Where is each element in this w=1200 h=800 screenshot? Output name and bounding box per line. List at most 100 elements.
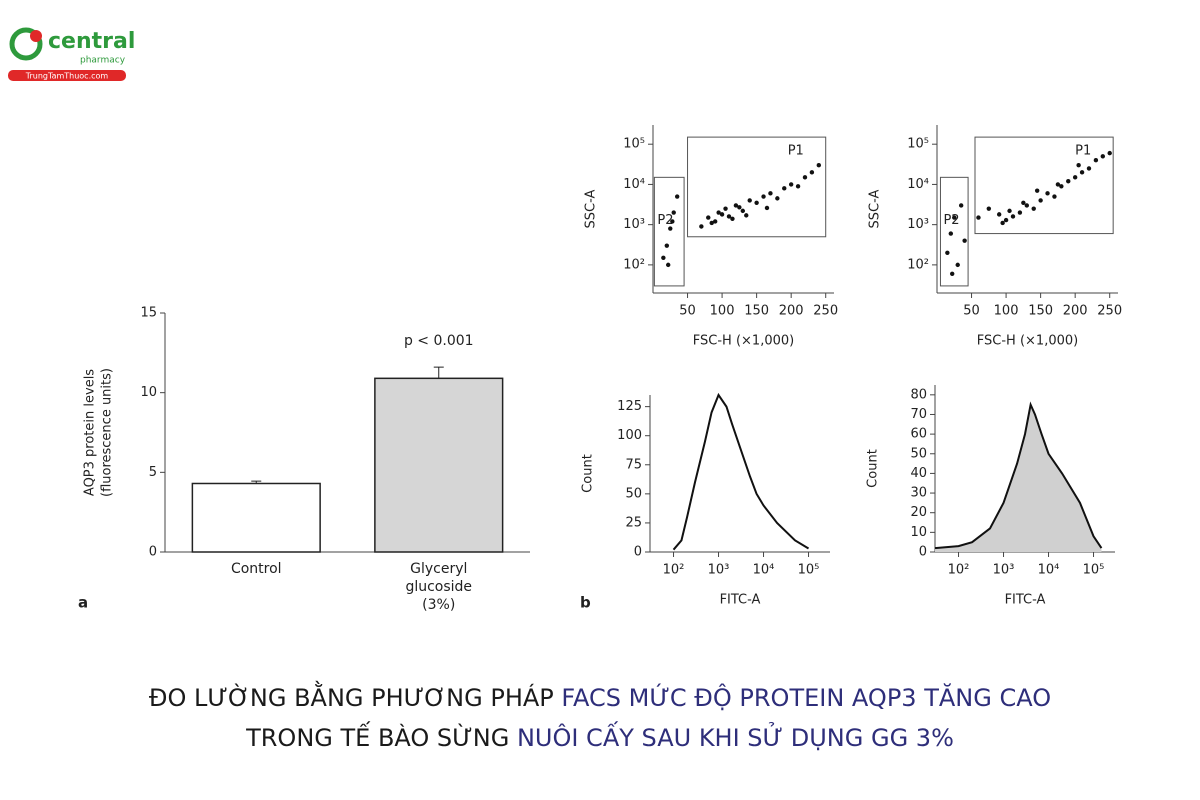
x-tick-label: Control <box>230 561 282 577</box>
line <box>934 401 1103 550</box>
y-axis-title: (fluorescence units) <box>100 368 115 497</box>
x-tick-label: 200 <box>779 304 804 319</box>
point <box>709 220 714 226</box>
point <box>740 208 746 214</box>
point <box>747 198 752 203</box>
x-tick-label: 200 <box>1063 304 1088 319</box>
point <box>719 212 725 217</box>
x-tick-label: 100 <box>710 304 735 319</box>
y-tick-label: 10⁵ <box>907 137 929 152</box>
point <box>671 210 676 215</box>
bar <box>374 377 504 553</box>
error-bar <box>433 366 444 379</box>
point <box>670 219 675 224</box>
point <box>955 262 960 268</box>
point <box>1107 150 1112 156</box>
y-tick-label: 80 <box>910 387 927 402</box>
x-tick-label: 10⁵ <box>1083 563 1105 578</box>
y-axis-title: SSC-A <box>584 189 599 228</box>
y-axis-title: Count <box>581 454 596 493</box>
gate-label: P1 <box>788 144 804 159</box>
y-tick-label: 40 <box>910 466 927 481</box>
x-tick-label: 10³ <box>708 563 730 578</box>
logo-ring <box>9 27 43 61</box>
point <box>958 203 964 208</box>
y-tick-label: 10⁴ <box>623 177 645 192</box>
point <box>1055 182 1061 187</box>
point <box>802 175 808 180</box>
y-tick-label: 75 <box>625 457 642 472</box>
point <box>782 186 787 191</box>
x-tick-label: 100 <box>994 304 1019 319</box>
gate-label: P2 <box>943 213 959 228</box>
x-tick-label: 10³ <box>993 563 1015 578</box>
point <box>1034 188 1040 193</box>
point <box>945 250 950 255</box>
point <box>764 205 770 211</box>
x-tick-label: 10⁵ <box>798 563 820 578</box>
point <box>716 210 721 215</box>
logo-bar <box>8 70 126 81</box>
point <box>1059 184 1064 189</box>
point <box>723 206 728 211</box>
point <box>1045 191 1050 196</box>
y-tick-label: 30 <box>910 486 927 501</box>
point <box>996 212 1002 217</box>
gate <box>687 136 827 238</box>
y-tick-label: 125 <box>617 399 642 414</box>
x-tick-label: Glyceryl glucoside (3%) <box>405 561 473 613</box>
point <box>809 170 815 175</box>
point <box>1052 194 1057 199</box>
caption-text: ĐO LƯỜNG BẰNG PHƯƠNG PHÁP <box>148 684 562 712</box>
y-tick-label: 20 <box>910 505 927 520</box>
x-tick-label: 10² <box>663 563 685 578</box>
y-tick-label: 0 <box>149 545 157 560</box>
logo-sub: pharmacy <box>80 56 126 66</box>
caption-text: TRONG TẾ BÀO SỪNG <box>246 724 517 752</box>
gate-label: P1 <box>1075 144 1091 159</box>
point <box>816 163 822 168</box>
point <box>1072 175 1078 180</box>
bar <box>191 482 321 553</box>
point <box>737 205 742 210</box>
point <box>665 262 671 268</box>
logo: central pharmacy TrungTamThuoc.com <box>8 27 135 81</box>
caption-line: TRONG TẾ BÀO SỪNG NUÔI CẤY SAU KHI SỬ DỤ… <box>0 724 1200 752</box>
point <box>976 215 981 220</box>
point <box>726 214 732 219</box>
y-tick-label: 0 <box>919 545 927 560</box>
point <box>986 206 992 211</box>
error-bar <box>251 480 262 484</box>
point <box>730 216 735 221</box>
panel-label: b <box>580 594 591 612</box>
point <box>949 271 955 277</box>
point <box>754 200 759 205</box>
point <box>795 184 801 189</box>
line <box>672 392 810 551</box>
point <box>699 224 704 229</box>
point <box>1024 203 1030 208</box>
x-tick-label: 250 <box>1097 304 1122 319</box>
point <box>1038 198 1043 203</box>
y-axis-title: SSC-A <box>868 189 883 228</box>
point <box>948 231 954 236</box>
gate <box>939 176 969 287</box>
x-tick-label: 10² <box>948 563 970 578</box>
y-tick-label: 50 <box>625 486 642 501</box>
point <box>952 215 957 220</box>
y-tick-label: 10² <box>623 257 645 272</box>
point <box>788 182 794 187</box>
logo-site: TrungTamThuoc.com <box>25 72 109 81</box>
point <box>1007 208 1012 214</box>
y-tick-label: 10⁵ <box>623 137 645 152</box>
point <box>668 226 673 231</box>
gate <box>653 176 685 287</box>
x-tick-label: 10⁴ <box>753 563 775 578</box>
x-axis-title: FITC-A <box>1005 593 1046 608</box>
y-axis-title: Count <box>866 449 881 488</box>
y-tick-label: 100 <box>617 428 642 443</box>
x-tick-label: 50 <box>679 304 696 319</box>
point <box>1010 214 1016 219</box>
panel-label: a <box>78 594 88 612</box>
